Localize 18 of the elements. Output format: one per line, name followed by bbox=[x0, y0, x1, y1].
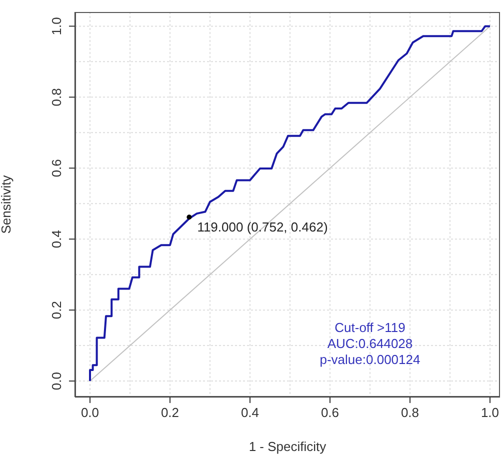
annotation: AUC:0.644028 bbox=[326, 336, 414, 352]
y-tick-label: 0.2 bbox=[49, 301, 64, 320]
x-axis-title: 1 - Specificity bbox=[248, 439, 327, 454]
annotation: 119.000 (0.752, 0.462) bbox=[197, 220, 328, 235]
y-axis-title: Sensitivity bbox=[0, 174, 14, 234]
annotation: Cut-off >119 bbox=[334, 320, 406, 336]
annotation: p-value:0.000124 bbox=[318, 352, 422, 368]
y-tick-label: 0.8 bbox=[49, 88, 64, 106]
x-tick-label: 1.0 bbox=[480, 405, 500, 420]
x-tick-label: 0.0 bbox=[80, 405, 100, 420]
y-tick-label: 0.4 bbox=[49, 230, 64, 248]
x-tick-label: 0.2 bbox=[160, 405, 180, 420]
x-tick-label: 0.8 bbox=[400, 405, 420, 420]
y-tick-label: 1.0 bbox=[49, 17, 64, 36]
x-tick-label: 0.6 bbox=[320, 405, 340, 420]
y-tick-label: 0.6 bbox=[49, 159, 64, 178]
y-tick-label: 0.0 bbox=[49, 372, 64, 390]
x-tick-label: 0.4 bbox=[240, 405, 260, 420]
